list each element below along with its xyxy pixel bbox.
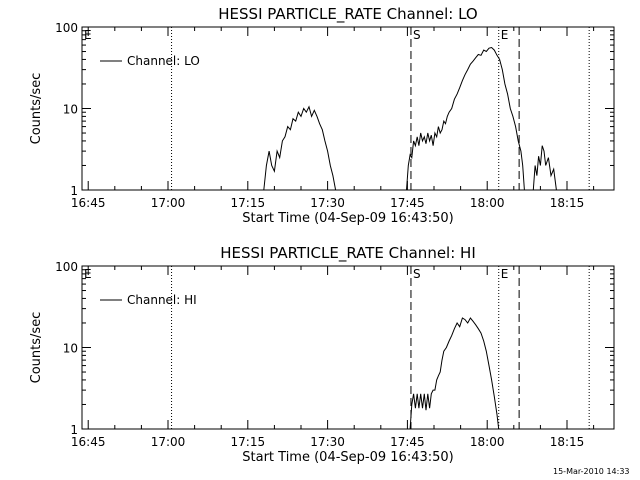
chart-2-edge-label: E (84, 267, 92, 281)
chart-1-legend-label: Channel: LO (127, 54, 200, 68)
chart-2-marker-label: E (501, 267, 509, 281)
chart-2-x-tick-label: 17:45 (390, 435, 425, 449)
chart-1-plot-frame (81, 26, 615, 191)
chart-2-y-tick-label: 1 (70, 423, 78, 437)
chart-1-y-tick-label: 10 (63, 103, 78, 117)
chart-2-y-tick-label: 10 (63, 342, 78, 356)
chart-2-title: HESSI PARTICLE_RATE Channel: HI (220, 244, 476, 263)
chart-1-x-tick-label: 17:30 (310, 196, 345, 210)
chart-1-edge-label: E (84, 28, 92, 42)
chart-1-x-axis-label: Start Time (04-Sep-09 16:43:50) (242, 211, 453, 226)
chart-2-y-axis-label: Counts/sec (29, 312, 44, 384)
chart-1-x-tick-label: 16:45 (71, 196, 106, 210)
chart-1-y-tick-label: 1 (70, 184, 78, 198)
chart-2-plot-frame (81, 265, 615, 430)
chart-1-y-axis-label: Counts/sec (29, 73, 44, 145)
chart-2-series-trace-1 (409, 317, 500, 430)
chart-1: HESSI PARTICLE_RATE Channel: LO 16:45 17:0… (29, 5, 615, 226)
chart-1-x-tick-label: 18:00 (470, 196, 505, 210)
chart-2-x-tick-label: 18:15 (550, 435, 585, 449)
chart-2: HESSI PARTICLE_RATE Channel: HI 16:45 17:0… (29, 244, 615, 465)
chart-1-x-tick-label: 17:45 (390, 196, 425, 210)
chart-1-y-tick-label: 100 (55, 21, 78, 35)
chart-2-x-tick-label: 17:00 (151, 435, 186, 449)
chart-2-x-tick-label: 18:00 (470, 435, 505, 449)
chart-1-x-tick-label: 17:15 (231, 196, 266, 210)
chart-1-series-trace-1 (263, 105, 337, 191)
chart-1-series-trace-3 (532, 145, 557, 191)
chart-2-x-tick-label: 16:45 (71, 435, 106, 449)
chart-2-marker-label: S (413, 267, 421, 281)
chart-2-y-tick-label: 100 (55, 260, 78, 274)
chart-2-x-tick-label: 17:30 (310, 435, 345, 449)
chart-1-series-trace-2 (406, 46, 525, 191)
chart-1-marker-label: E (501, 28, 509, 42)
chart-2-x-tick-label: 17:15 (231, 435, 266, 449)
footer-timestamp: 15-Mar-2010 14:33 (553, 467, 630, 476)
chart-1-x-tick-label: 18:15 (550, 196, 585, 210)
chart-2-x-axis-label: Start Time (04-Sep-09 16:43:50) (242, 450, 453, 465)
chart-2-legend-label: Channel: HI (127, 293, 197, 307)
chart-1-x-tick-label: 17:00 (151, 196, 186, 210)
chart-1-title: HESSI PARTICLE_RATE Channel: LO (218, 5, 477, 24)
chart-1-marker-label: S (413, 28, 421, 42)
